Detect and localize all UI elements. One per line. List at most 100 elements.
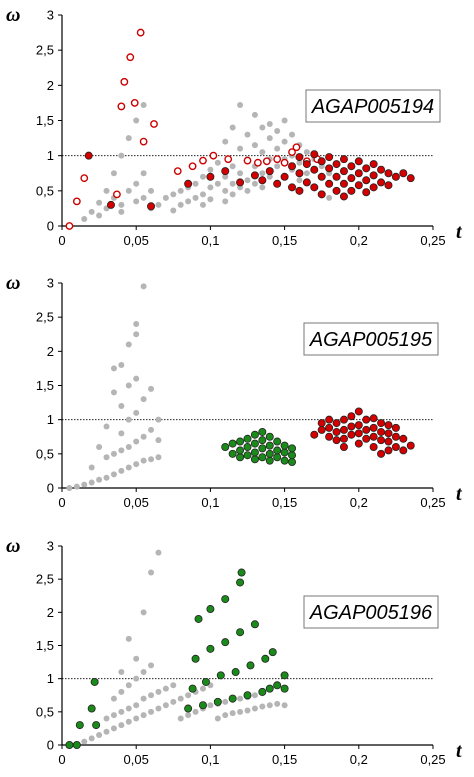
data-point — [72, 197, 81, 206]
y-tick-label: 2,5 — [36, 43, 54, 58]
data-point — [110, 389, 117, 396]
data-point — [377, 449, 386, 458]
data-point — [280, 441, 289, 450]
data-point — [262, 157, 271, 166]
data-point — [259, 149, 266, 156]
data-point — [384, 437, 393, 446]
data-point — [399, 169, 408, 178]
data-point — [133, 715, 140, 722]
data-point — [155, 416, 162, 423]
data-point — [244, 707, 251, 714]
y-tick-label: 1,5 — [36, 638, 54, 653]
data-point — [310, 183, 319, 192]
data-point — [229, 191, 236, 198]
data-point — [222, 138, 229, 145]
chart-panel-2: 0 0,5 1 1,5 2 2,5 3 0 0,05 0,1 0,15 0,2 0,25 ω t AGAP00… — [6, 272, 463, 510]
y-tick-label: 2 — [47, 605, 54, 620]
data-point — [148, 708, 155, 715]
data-point — [72, 741, 81, 750]
data-point — [325, 179, 334, 188]
data-point — [148, 456, 155, 463]
data-point — [207, 702, 214, 709]
data-point — [237, 170, 244, 177]
data-point — [120, 77, 129, 86]
data-point — [110, 365, 117, 372]
data-point — [243, 442, 252, 451]
data-point — [261, 654, 270, 663]
data-point — [347, 162, 356, 171]
data-point — [140, 695, 147, 702]
data-point — [280, 448, 289, 457]
y-tick-label: 0,5 — [36, 446, 54, 461]
x-tick-label: 0,25 — [420, 495, 445, 510]
data-point — [155, 688, 162, 695]
data-point — [224, 155, 233, 164]
data-point — [125, 135, 132, 142]
data-point — [325, 164, 334, 173]
data-point — [130, 99, 139, 107]
data-point — [244, 177, 251, 184]
data-point — [118, 430, 125, 437]
x-tick-label: 0,2 — [350, 752, 368, 767]
data-point — [258, 436, 267, 445]
data-point — [88, 208, 95, 215]
x-axis-label: t — [456, 483, 463, 505]
data-point — [133, 675, 140, 682]
data-point — [222, 173, 229, 180]
x-tick-label: 0,1 — [201, 233, 219, 248]
data-point — [406, 174, 415, 183]
data-point — [237, 102, 244, 109]
y-tick-label: 3 — [47, 276, 54, 291]
data-point — [362, 434, 371, 443]
data-point — [140, 396, 147, 403]
data-point — [118, 447, 125, 454]
y-tick-label: 0 — [47, 481, 54, 496]
data-point — [81, 215, 88, 222]
data-point — [310, 430, 319, 439]
data-point — [339, 425, 348, 434]
x-tick-label: 0,05 — [124, 495, 149, 510]
data-point — [369, 183, 378, 192]
data-point — [133, 375, 140, 382]
data-point — [325, 432, 334, 441]
data-point — [406, 441, 415, 450]
data-point — [185, 198, 192, 205]
y-axis-label: ω — [6, 272, 20, 294]
data-point — [274, 700, 281, 707]
data-point — [250, 455, 259, 464]
data-point — [377, 436, 386, 445]
data-point — [295, 169, 304, 178]
data-point — [251, 111, 258, 118]
data-point — [265, 456, 274, 465]
data-point — [259, 124, 266, 131]
data-point — [214, 180, 221, 187]
data-point — [140, 712, 147, 719]
data-point — [274, 128, 281, 135]
data-point — [148, 662, 155, 669]
x-tick-label: 0 — [58, 233, 65, 248]
data-point — [288, 451, 297, 460]
y-axis-label: ω — [6, 4, 20, 26]
data-point — [140, 669, 147, 676]
data-point — [265, 449, 274, 458]
data-point — [106, 200, 115, 209]
data-point — [184, 179, 193, 188]
data-point — [266, 173, 273, 180]
data-point — [133, 461, 140, 468]
data-point — [118, 152, 125, 159]
data-point — [258, 176, 267, 185]
data-point — [237, 695, 244, 702]
data-point — [250, 448, 259, 457]
data-point — [117, 102, 126, 111]
data-point — [148, 692, 155, 699]
data-point — [288, 183, 297, 192]
data-point — [133, 331, 140, 338]
data-point — [192, 708, 199, 715]
data-point — [140, 102, 147, 109]
data-point — [177, 715, 184, 722]
data-point — [288, 162, 297, 171]
y-tick-label: 1,5 — [36, 113, 54, 128]
y-tick-label: 2 — [47, 78, 54, 93]
data-point — [362, 176, 371, 185]
